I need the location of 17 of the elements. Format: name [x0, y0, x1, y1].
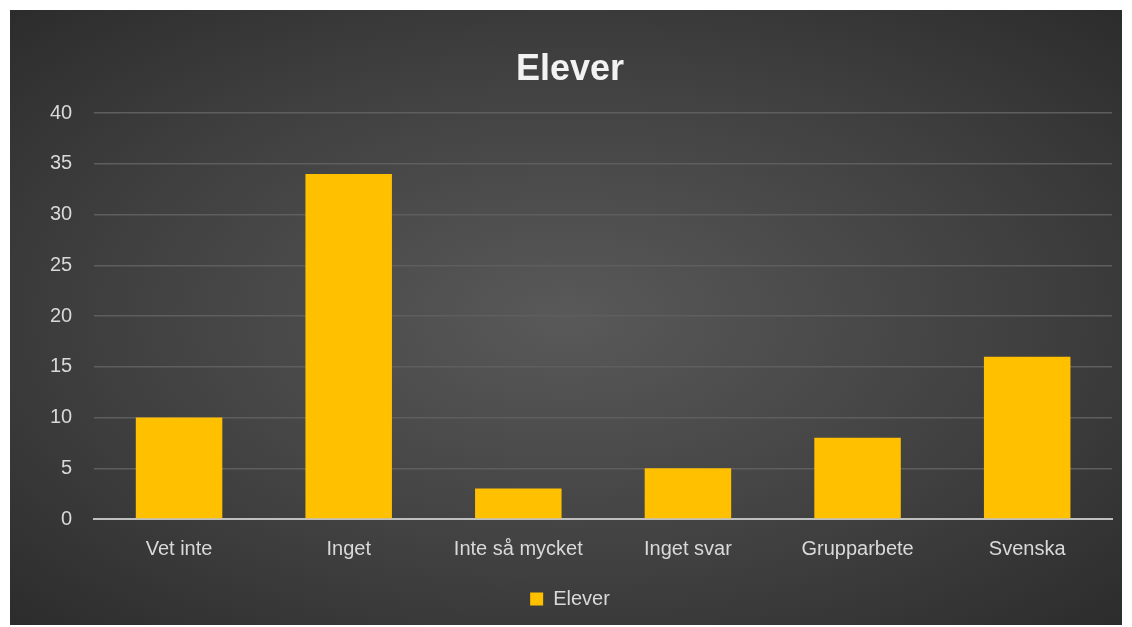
x-tick-label: Vet inte — [145, 536, 213, 559]
y-tick-label: 0 — [61, 506, 73, 529]
y-tick-label: 25 — [50, 252, 73, 275]
y-tick-label: 10 — [50, 405, 73, 428]
y-tick-label: 30 — [50, 202, 73, 225]
y-tick-label: 15 — [50, 354, 73, 377]
x-tick-label: Inget — [326, 536, 372, 559]
y-tick-label: 20 — [50, 303, 73, 326]
y-tick-label: 40 — [50, 100, 73, 123]
y-tick-label: 35 — [50, 151, 73, 174]
x-tick-label: Svenska — [988, 536, 1067, 559]
chart-title: Elever — [515, 46, 625, 88]
x-tick-label: Inte så mycket — [453, 536, 584, 559]
y-tick-label: 5 — [61, 455, 73, 478]
legend-label: Elever — [553, 586, 611, 609]
x-tick-label: Grupparbete — [801, 536, 914, 559]
x-tick-label: Inget svar — [644, 536, 733, 559]
